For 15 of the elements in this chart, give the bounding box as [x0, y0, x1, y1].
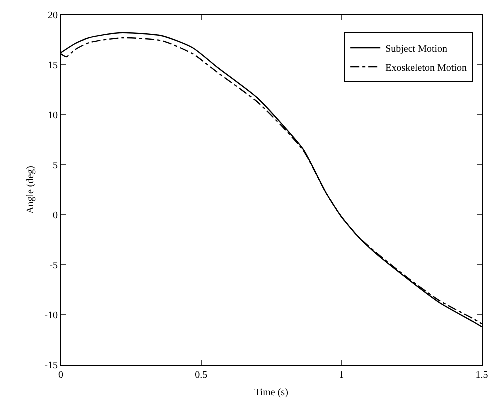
y-axis-title: Angle (deg): [26, 166, 37, 214]
y-tick-label: 5: [53, 160, 58, 172]
y-tick-label: -15: [44, 360, 58, 372]
legend-label: Subject Motion: [386, 44, 448, 55]
y-tick-label: 15: [48, 60, 58, 72]
x-tick-label: 0.5: [195, 370, 208, 381]
x-axis-title: Time (s): [254, 388, 288, 398]
x-tick-label: 1: [339, 370, 344, 381]
legend-label: Exoskeleton Motion: [386, 62, 467, 74]
y-tick-label: -5: [50, 260, 58, 272]
y-tick-label: -10: [44, 310, 58, 322]
x-tick-label: 1.5: [476, 370, 488, 381]
y-tick-label: 10: [48, 110, 58, 122]
y-tick-label: 20: [48, 10, 58, 22]
y-tick-label: 0: [53, 210, 58, 222]
